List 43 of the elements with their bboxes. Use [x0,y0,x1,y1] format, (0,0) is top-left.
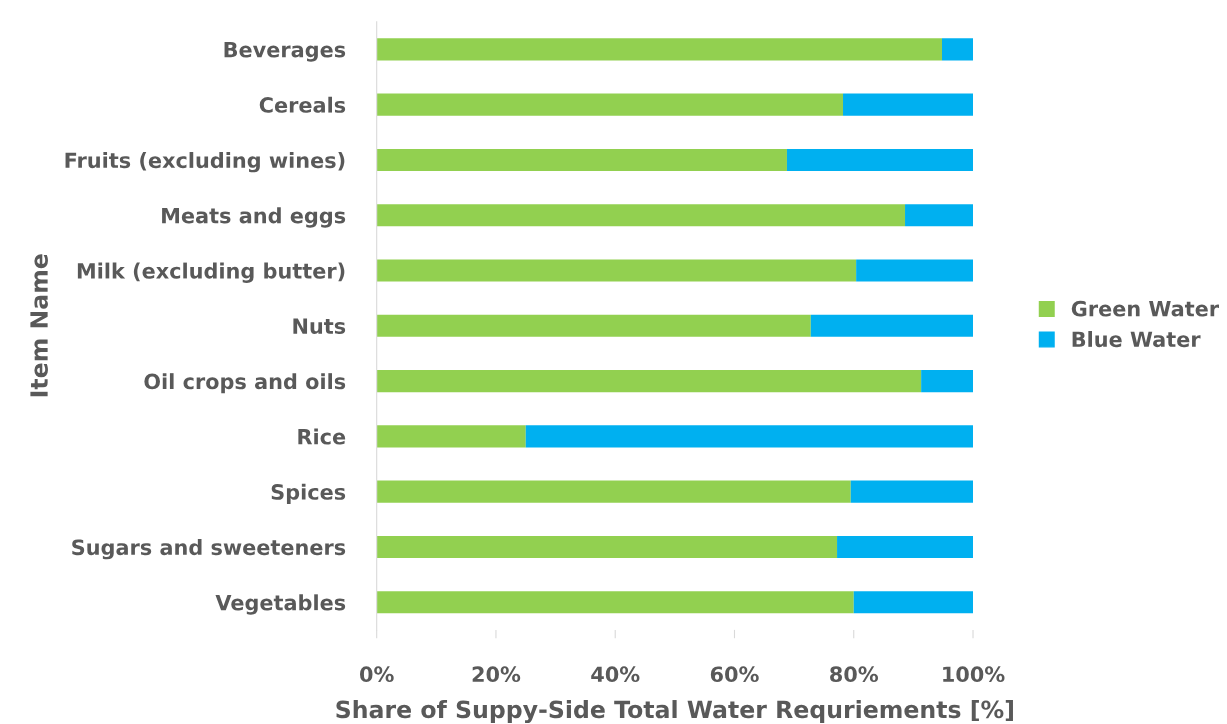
bar [376,591,854,614]
y-tick-label: Beverages [224,42,346,62]
bar [856,259,974,282]
bar [905,204,974,227]
bar [376,38,942,61]
bar [837,535,974,559]
y-tick-label: Milk (excluding butter) [77,262,345,283]
legend-label: Green Water [1071,300,1220,317]
y-tick-label: Fruits (excluding wines) [65,152,345,173]
bar [942,38,974,61]
y-tick-label: Rice [298,428,346,445]
y-tick-label: Spices [271,483,346,504]
y-tick-label: Meats and eggs [162,207,346,228]
x-axis-title: Share of Suppy-Side Total Water Requriements [%] [336,700,1013,724]
x-tick-label: 0% [360,666,394,683]
y-tick-label: Cereals [259,96,346,113]
bar [376,314,811,337]
bar [376,480,851,503]
bar [376,259,857,282]
y-tick-label: Sugars and sweeteners [72,539,346,560]
bar [921,370,974,393]
x-tick-label: 60% [710,666,759,683]
bar [376,535,838,559]
bar [376,425,526,448]
bar [843,93,974,116]
bar [850,480,974,503]
bar [786,148,974,171]
bar [810,314,974,337]
bar [376,370,922,393]
bar [376,148,787,171]
x-tick-label: 100% [943,666,1005,683]
y-tick-label: Nuts [293,318,346,335]
x-tick-label: 20% [472,666,521,683]
bar [376,93,844,116]
bar [853,591,974,614]
y-axis-title: Item Name [30,254,48,397]
bar [525,425,974,448]
legend-label: Blue Water [1072,331,1201,348]
y-tick-label: Oil crops and oils [144,373,346,394]
y-tick-label: Vegetables [215,594,346,615]
x-tick-label: 80% [830,666,879,683]
bar [376,204,906,227]
x-tick-label: 40% [591,666,640,683]
